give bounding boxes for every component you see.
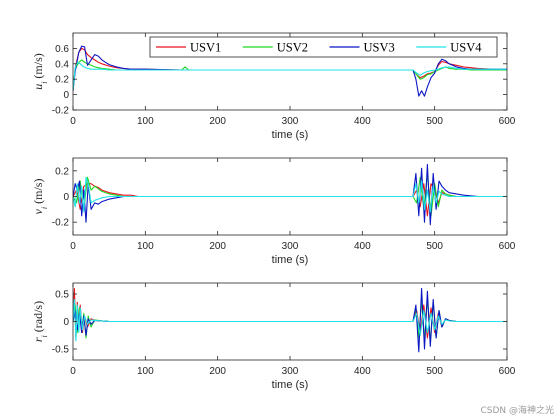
panel-2: 0 100 200 300 400 500 600 -0.2 0 0.2 time (s) vi(m/… <box>31 157 516 266</box>
x-tick-label: 300 <box>282 366 299 377</box>
x-tick-label: 600 <box>499 366 516 377</box>
series-usv4-line <box>73 298 507 342</box>
y-tick-label: 0.4 <box>55 59 69 70</box>
legend-usv3-label: USV3 <box>364 41 395 55</box>
x-tick-label: 600 <box>499 116 516 127</box>
legend-usv2-label: USV2 <box>277 41 308 55</box>
panel-2-xlabel: time (s) <box>272 254 309 266</box>
x-tick-label: 500 <box>426 241 443 252</box>
x-tick-label: 400 <box>354 366 371 377</box>
watermark: CSDN @海神之光 <box>480 406 554 416</box>
x-tick-label: 400 <box>354 116 371 127</box>
x-tick-label: 200 <box>209 366 226 377</box>
panel-3-ylabel: ri(rad/s) <box>31 301 49 342</box>
x-tick-label: 100 <box>137 366 154 377</box>
y-tick-label: 0.2 <box>55 75 69 86</box>
y-tick-label: 0 <box>63 90 69 101</box>
panel-1-xlabel: time (s) <box>272 129 309 141</box>
x-tick-label: 500 <box>426 116 443 127</box>
y-tick-label: 0.5 <box>55 290 69 301</box>
series-usv4-line <box>73 176 507 213</box>
panel-3-series <box>73 287 507 353</box>
legend-usv4-label: USV4 <box>450 41 482 55</box>
y-tick-label: -0.2 <box>52 218 70 229</box>
legend: USV1 USV2 USV3 USV4 <box>149 36 498 58</box>
panel-1-ylabel: ui(m/s) <box>31 53 49 90</box>
x-tick-label: 0 <box>70 116 76 127</box>
x-tick-label: 200 <box>209 116 226 127</box>
y-tick-label: 0.2 <box>55 166 69 177</box>
panel-1-series <box>73 45 507 97</box>
y-tick-label: -0.5 <box>52 345 70 356</box>
x-tick-label: 0 <box>70 366 76 377</box>
y-tick-label: 0 <box>63 192 69 203</box>
series-usv2-line <box>73 172 507 217</box>
panel-3-xlabel: time (s) <box>272 379 309 391</box>
x-tick-label: 0 <box>70 241 76 252</box>
x-tick-label: 300 <box>282 241 299 252</box>
series-usv3-line <box>73 163 507 226</box>
series-usv1-line <box>73 183 507 217</box>
series-usv4-line <box>73 61 507 91</box>
series-usv2-line <box>73 59 507 91</box>
legend-usv1-label: USV1 <box>190 41 221 55</box>
x-tick-label: 300 <box>282 116 299 127</box>
panel-2-ylabel: vi(m/s) <box>31 179 49 215</box>
legend-box <box>149 36 498 58</box>
x-tick-label: 600 <box>499 241 516 252</box>
x-tick-label: 100 <box>137 241 154 252</box>
panel-2-series <box>73 163 507 226</box>
x-tick-label: 500 <box>426 366 443 377</box>
series-usv1-line <box>73 287 507 339</box>
y-tick-label: 0 <box>63 317 69 328</box>
series-usv2-line <box>73 296 507 345</box>
x-tick-label: 400 <box>354 241 371 252</box>
x-tick-label: 200 <box>209 241 226 252</box>
x-tick-label: 100 <box>137 116 154 127</box>
series-usv3-line <box>73 287 507 353</box>
y-tick-label: -0.2 <box>52 106 70 117</box>
y-tick-label: 0.6 <box>55 44 69 55</box>
